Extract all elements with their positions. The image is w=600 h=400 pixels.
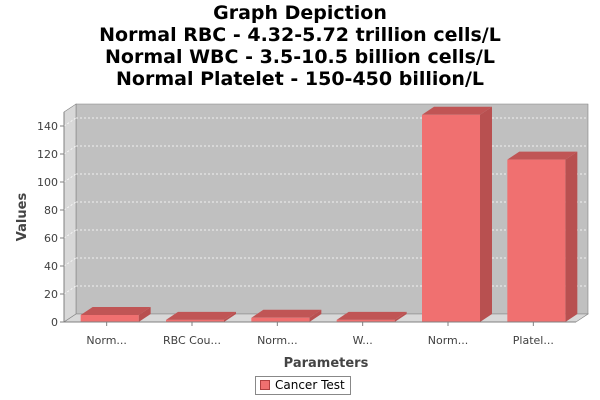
chart-title: Graph Depiction Normal RBC - 4.32-5.72 t… (0, 2, 600, 90)
bar-side (224, 311, 236, 322)
bar (251, 317, 310, 322)
bar-top (80, 307, 151, 315)
bar-side (309, 309, 322, 322)
y-tick-label: 0 (51, 316, 58, 329)
x-tick-label: Norm... (257, 334, 298, 347)
bar (422, 114, 480, 322)
y-tick-label: 80 (44, 204, 58, 217)
y-tick-label: 140 (37, 120, 58, 133)
x-tick-label: W... (353, 334, 373, 347)
bar-top (251, 309, 322, 318)
gridline-side (63, 285, 77, 295)
y-tick-label: 100 (37, 176, 58, 189)
y-tick-label: 60 (44, 232, 58, 245)
y-tick-label: 120 (37, 148, 58, 161)
title-line-1: Graph Depiction (213, 2, 387, 24)
gridline-side (63, 257, 77, 267)
bar (507, 159, 566, 322)
bar-top (166, 311, 236, 320)
x-tick-label: Platel... (513, 334, 554, 347)
bar-side (394, 311, 407, 322)
x-tick-label: RBC Cou... (163, 334, 221, 347)
legend-swatch (260, 380, 270, 390)
title-line-4: Normal Platelet - 150-450 billion/L (116, 68, 484, 90)
bar-top (507, 151, 578, 160)
x-tick-label: Norm... (86, 334, 127, 347)
bar-side (480, 106, 492, 322)
y-axis-title: Values (15, 193, 30, 242)
x-axis-title: Parameters (284, 356, 369, 371)
gridline-side (63, 173, 77, 183)
bar-side (565, 151, 578, 322)
legend: Cancer Test (255, 376, 351, 395)
y-tick-label: 20 (44, 288, 58, 301)
title-line-3: Normal WBC - 3.5-10.5 billion cells/L (105, 46, 495, 68)
bar (166, 319, 224, 322)
y-tick-label: 40 (44, 260, 58, 273)
bar-top (336, 311, 407, 320)
gridline-side (63, 117, 77, 127)
legend-label: Cancer Test (275, 378, 345, 392)
plot-left-wall (63, 103, 77, 323)
bar (336, 319, 395, 322)
gridline-side (63, 201, 77, 211)
gridline-side (63, 145, 77, 155)
gridline-side (63, 229, 77, 239)
bar-top (422, 106, 492, 115)
bar-side (138, 307, 151, 322)
x-tick-label: Norm... (428, 334, 469, 347)
title-line-2: Normal RBC - 4.32-5.72 trillion cells/L (99, 24, 501, 46)
bar (80, 315, 139, 322)
